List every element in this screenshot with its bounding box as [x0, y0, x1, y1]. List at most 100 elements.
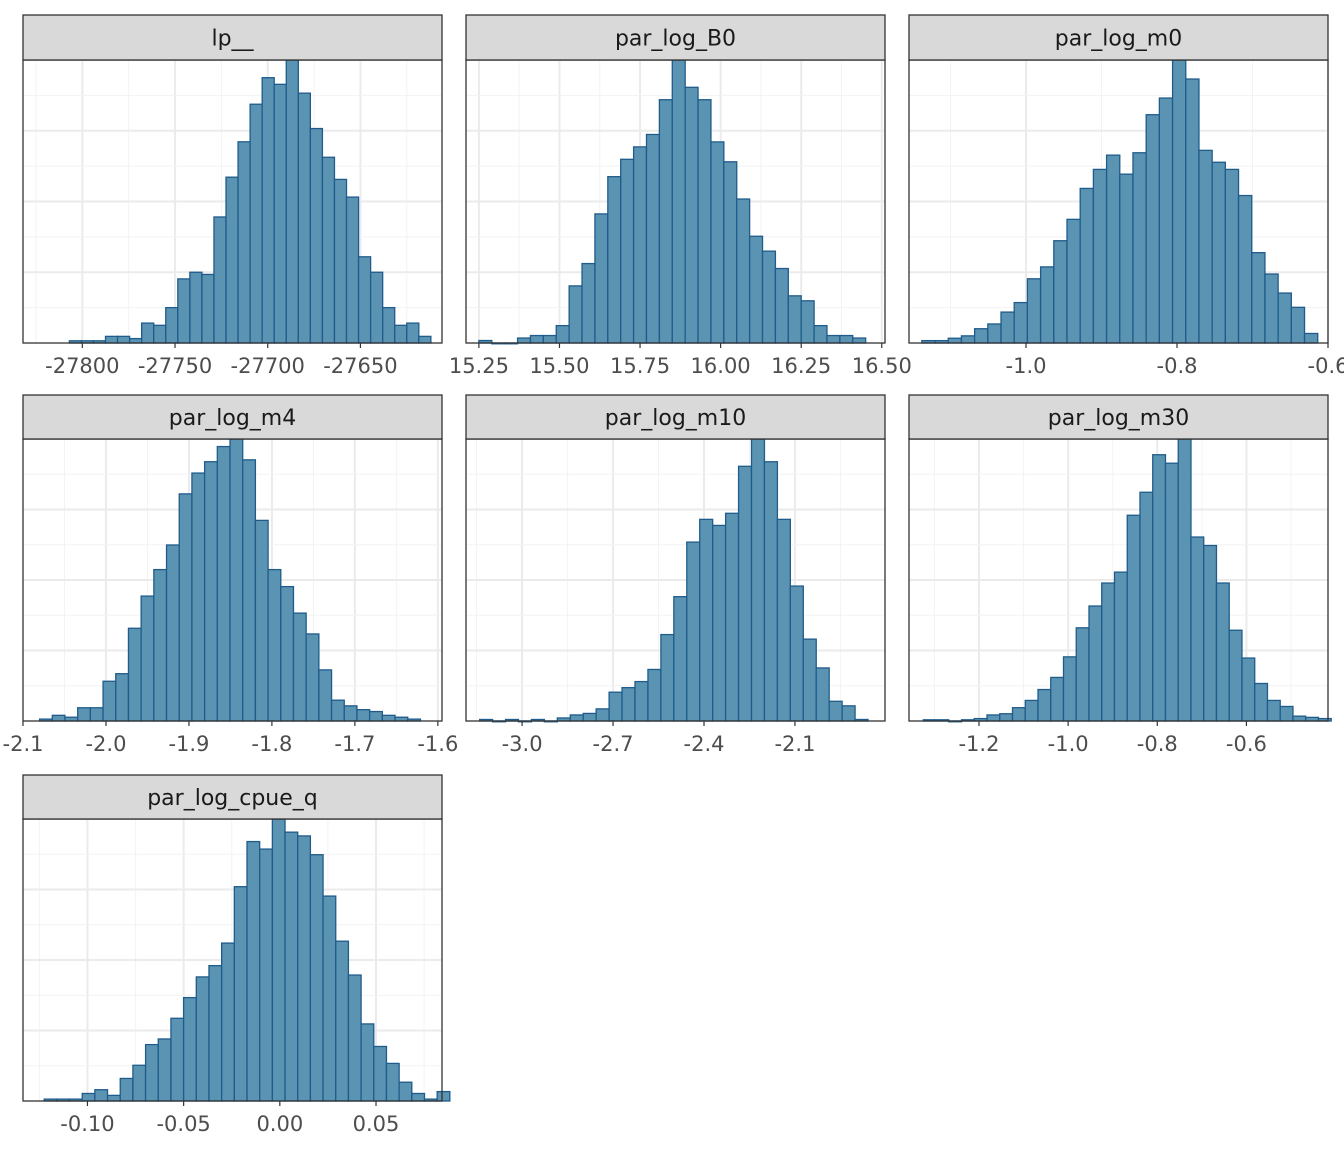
histogram-bar [1241, 657, 1256, 722]
histogram-bar [1190, 536, 1205, 722]
histogram-bar [128, 337, 143, 344]
histogram-bar [1266, 699, 1281, 722]
histogram-bar [529, 334, 545, 344]
histogram-bar [1215, 582, 1230, 722]
x-tick-label: -2.1 [774, 732, 815, 756]
histogram-bar [710, 141, 725, 344]
histogram-bar [119, 1077, 134, 1102]
facet-strip-label: par_log_m30 [1048, 406, 1189, 431]
histogram-bar [776, 518, 791, 722]
histogram-bar [106, 1094, 121, 1102]
x-tick-label: -27800 [45, 354, 119, 378]
histogram-bar [249, 103, 263, 344]
histogram-bar [555, 324, 570, 344]
facet-panel: par_log_m30 -1.2 -1.0 -0.8 -0.6 [908, 394, 1332, 756]
histogram-bar [632, 146, 648, 344]
histogram-bar [1198, 149, 1213, 344]
histogram-bar [170, 1017, 185, 1102]
histogram-bar [973, 328, 989, 344]
histogram-bar [647, 668, 662, 722]
facet-strip-label: par_log_m4 [169, 406, 296, 431]
histogram-bar [1024, 699, 1039, 722]
x-tick-label: -0.6 [1226, 732, 1267, 756]
x-tick-label: 15.50 [529, 354, 589, 378]
histogram-bar [144, 1043, 159, 1102]
histogram-bar [322, 895, 337, 1102]
histogram-bar [986, 714, 1001, 722]
histogram-bar [116, 335, 131, 344]
histogram-bar [724, 512, 740, 722]
histogram-bar [357, 256, 372, 344]
histogram-bar [177, 278, 191, 344]
histogram-bar [987, 323, 1002, 344]
histogram-bar [104, 335, 119, 344]
x-tick-label: 16.25 [771, 354, 831, 378]
histogram-bar [81, 1092, 96, 1102]
histogram-bar [102, 680, 117, 722]
histogram-bar [815, 667, 830, 722]
facet-strip [22, 774, 443, 820]
histogram-bar [1251, 251, 1266, 344]
histogram-bar [1101, 582, 1116, 722]
histogram-bar [381, 714, 396, 722]
histogram-bar [140, 595, 155, 722]
facet-strip [22, 394, 443, 440]
facet-strip [908, 394, 1329, 440]
histogram-bar [309, 854, 324, 1102]
histogram-bar [645, 133, 661, 344]
facet-strip [465, 394, 886, 440]
histogram-bar [271, 818, 286, 1102]
histogram-bar [660, 633, 675, 722]
histogram-bar [220, 942, 235, 1102]
histogram-bar [153, 324, 167, 344]
histogram-bar [826, 334, 841, 344]
facet-panel: par_log_cpue_q -0.10 -0.05 0.00 0.05 [22, 774, 451, 1136]
x-tick-label: -1.8 [251, 732, 292, 756]
histogram-bar [233, 886, 248, 1102]
x-tick-label: 15.75 [610, 354, 670, 378]
facet-strip [22, 14, 443, 61]
histogram-bar [165, 306, 179, 344]
x-tick-label: 16.50 [852, 354, 912, 378]
histogram-bar [1013, 301, 1029, 344]
x-tick-label: -1.2 [958, 732, 999, 756]
histogram-bar [1164, 462, 1179, 722]
histogram-bar [333, 178, 348, 344]
histogram-bar [800, 300, 815, 344]
histogram-bar [1053, 240, 1068, 344]
x-tick-label: -0.05 [156, 1112, 210, 1136]
histogram-bar [736, 198, 751, 344]
histogram-bar [1092, 168, 1108, 344]
histogram-bar [634, 680, 649, 722]
x-tick-label: 0.00 [256, 1112, 303, 1136]
histogram-bar [737, 465, 753, 722]
x-tick-label: -1.9 [168, 732, 209, 756]
histogram-bar [1158, 97, 1174, 344]
histogram-bar [1088, 605, 1103, 722]
histogram-bar [841, 705, 856, 722]
histogram-bar [51, 714, 66, 722]
histogram-bar [750, 438, 766, 722]
histogram-bar [1224, 168, 1240, 344]
histogram-bar [132, 1064, 147, 1102]
facet-panel: par_log_m4 -2.1 -2.0 -1.9 -1.8 -1.7 -1.6 [3, 394, 458, 756]
histogram-bar [1066, 218, 1081, 344]
histogram-bar [1277, 292, 1292, 344]
histogram-bar [1079, 187, 1095, 344]
histogram-bar [761, 250, 777, 344]
histogram-bar [382, 306, 396, 344]
histogram-bar [280, 585, 295, 722]
histogram-bar [774, 267, 789, 344]
histogram-bar [828, 700, 843, 722]
x-tick-label: 15.25 [449, 354, 509, 378]
histogram-bar [1292, 715, 1307, 722]
histogram-bar [436, 1090, 451, 1102]
x-tick-label: -2.4 [684, 732, 725, 756]
histogram-bar [1050, 676, 1065, 722]
x-tick-label: -1.6 [417, 732, 458, 756]
histogram-bar [1132, 152, 1147, 344]
histogram-bar [999, 713, 1014, 722]
facet-strip-label: par_log_m0 [1055, 27, 1182, 52]
histogram-bar [77, 707, 92, 722]
histogram-bar [208, 964, 223, 1102]
